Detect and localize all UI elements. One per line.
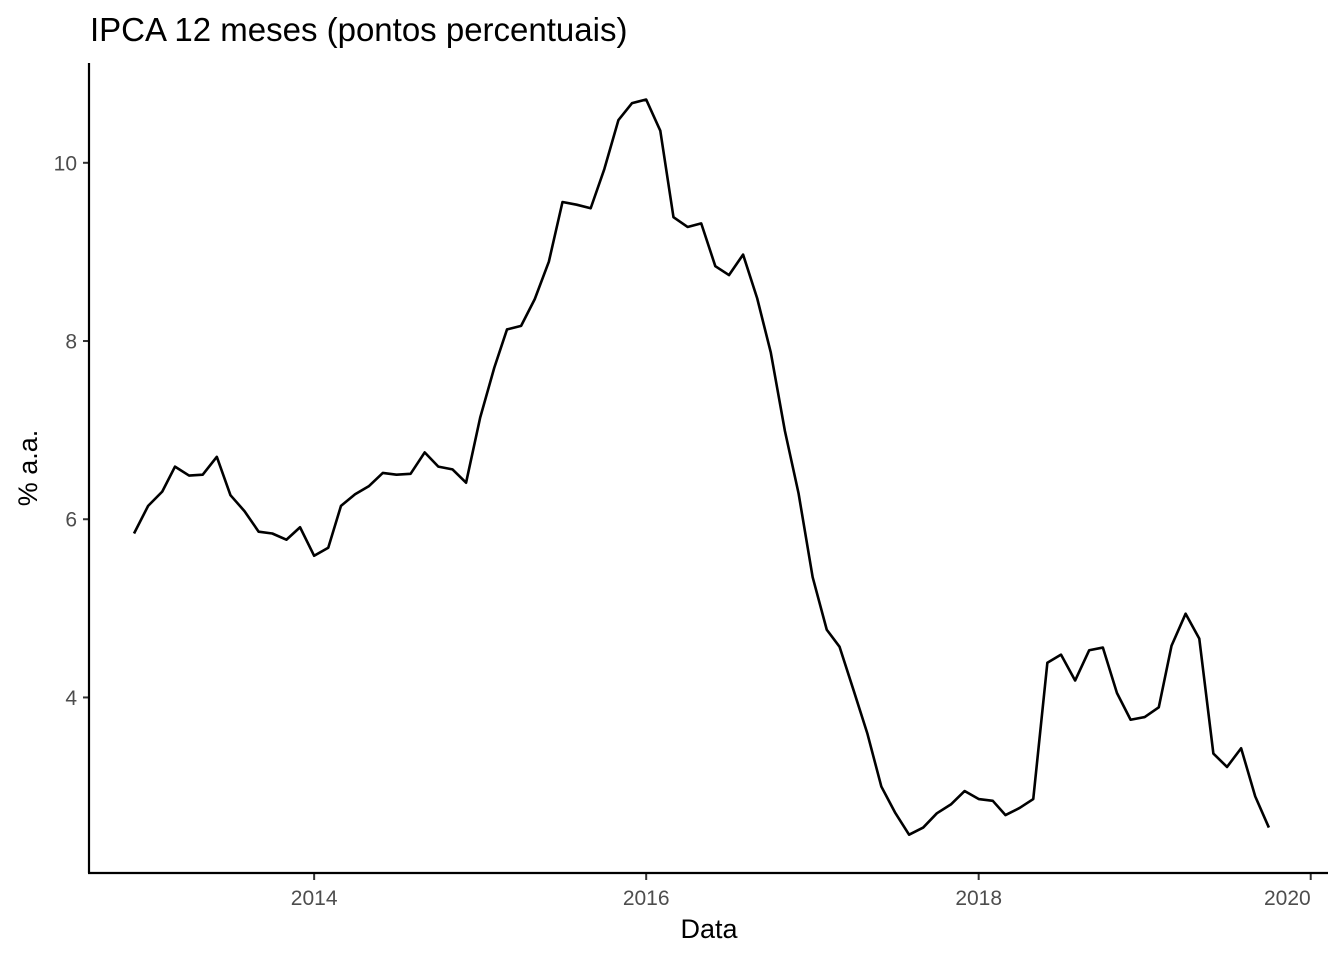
- x-tick-label: 2014: [291, 887, 338, 910]
- series-line-ipca: [132, 98, 1271, 836]
- y-tick-label: 10: [54, 152, 77, 175]
- x-tick-label: 2018: [955, 887, 1002, 910]
- y-axis-ticks: 4 6 8 10: [54, 152, 89, 710]
- y-tick-label: 6: [65, 509, 77, 532]
- y-tick-label: 8: [65, 331, 77, 354]
- chart-title: IPCA 12 meses (pontos percentuais): [90, 11, 627, 48]
- x-tick-label: 2020: [1264, 887, 1311, 910]
- x-tick-label: 2016: [623, 887, 670, 910]
- y-axis-title: % a.a.: [13, 430, 43, 507]
- y-tick-label: 4: [65, 687, 77, 710]
- x-axis-title: Data: [680, 914, 738, 944]
- x-axis-ticks: 2014 2016 2018 2020: [291, 873, 1312, 910]
